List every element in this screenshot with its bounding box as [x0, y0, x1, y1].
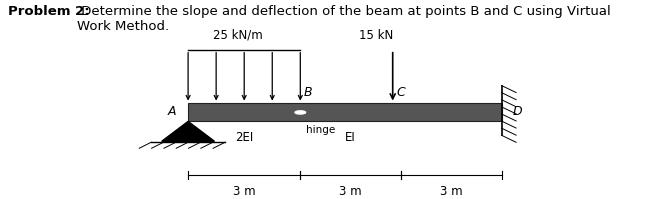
Text: B: B	[304, 87, 312, 100]
Text: hinge: hinge	[306, 125, 335, 135]
Text: Problem 2:: Problem 2:	[8, 5, 90, 18]
Polygon shape	[162, 121, 214, 141]
Text: 3 m: 3 m	[339, 185, 362, 198]
Text: C: C	[396, 87, 405, 100]
Text: D: D	[512, 105, 522, 118]
Text: 3 m: 3 m	[233, 185, 255, 198]
Circle shape	[295, 111, 306, 114]
Bar	[188, 103, 502, 121]
Text: Determine the slope and deflection of the beam at points B and C using Virtual
W: Determine the slope and deflection of th…	[77, 5, 610, 33]
Text: 3 m: 3 m	[440, 185, 463, 198]
Text: EI: EI	[345, 131, 356, 144]
Text: A: A	[168, 105, 176, 118]
Text: 15 kN: 15 kN	[359, 29, 393, 42]
Text: 25 kN/m: 25 kN/m	[213, 29, 263, 42]
Text: 2EI: 2EI	[235, 131, 253, 144]
